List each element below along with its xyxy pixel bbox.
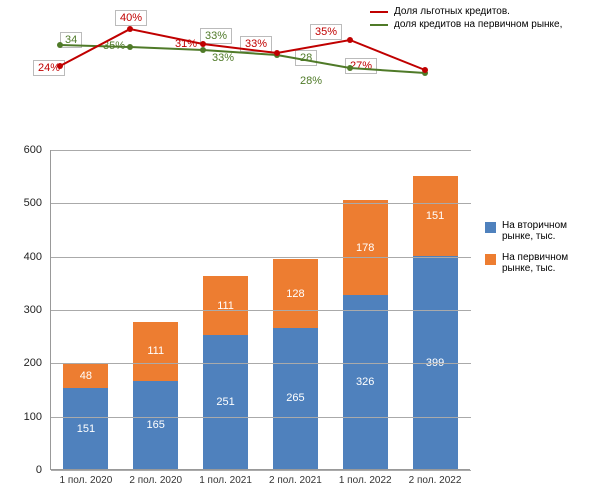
bar-segment: 326 — [343, 295, 388, 469]
bar-segment: 128 — [273, 259, 318, 327]
bar-segment: 111 — [133, 322, 178, 381]
y-tick-label: 300 — [2, 304, 42, 316]
legend-bar-label-1: На первичном рынке, тыс. — [502, 252, 595, 274]
y-tick-label: 500 — [2, 197, 42, 209]
line-value-label: 35% — [310, 24, 342, 40]
line-value-label: 33% — [212, 52, 234, 64]
bar-segment: 151 — [413, 176, 458, 257]
legend-line-label-green: доля кредитов на первичном рынке, — [394, 19, 562, 30]
gridline — [51, 310, 471, 311]
bar-group: 3991512 пол. 2022 — [413, 176, 458, 469]
gridline — [51, 150, 471, 151]
bar-segment: 178 — [343, 200, 388, 295]
y-tick-label: 400 — [2, 251, 42, 263]
gridline — [51, 417, 471, 418]
bar-segment: 151 — [63, 388, 108, 469]
x-category-label: 2 пол. 2020 — [121, 469, 191, 486]
legend-bar-swatch-0 — [485, 222, 496, 233]
legend-bar-label-0: На вторичном рынке, тыс. — [502, 220, 595, 242]
line-value-label: 33% — [200, 28, 232, 44]
x-category-label: 1 пол. 2021 — [191, 469, 261, 486]
gridline — [51, 470, 471, 471]
line-value-label: 28 — [295, 50, 317, 66]
plot-area: 151481 пол. 20201651112 пол. 20202511111… — [50, 150, 470, 470]
chart-container: 3424%40%35%31%33%33%33%35%2827%28% Доля … — [0, 0, 600, 503]
y-tick-label: 600 — [2, 144, 42, 156]
line-value-label: 40% — [115, 10, 147, 26]
bar-segment: 165 — [133, 381, 178, 469]
line-value-label: 35% — [103, 40, 125, 52]
legend-line-label-red: Доля льготных кредитов. — [394, 6, 510, 17]
bar-segment: 265 — [273, 328, 318, 469]
legend-lines: Доля льготных кредитов. доля кредитов на… — [370, 6, 590, 32]
y-tick-label: 100 — [2, 411, 42, 423]
gridline — [51, 363, 471, 364]
legend-line-swatch-green — [370, 24, 388, 26]
x-category-label: 1 пол. 2020 — [51, 469, 121, 486]
bar-segment: 48 — [63, 363, 108, 389]
x-category-label: 1 пол. 2022 — [330, 469, 400, 486]
bar-segment: 251 — [203, 335, 248, 469]
line-value-label: 33% — [240, 36, 272, 52]
bar-group: 3261781 пол. 2022 — [343, 200, 388, 469]
line-value-label: 28% — [300, 75, 322, 87]
bar-group: 1651112 пол. 2020 — [133, 322, 178, 469]
x-category-label: 2 пол. 2022 — [400, 469, 470, 486]
bar-segment: 111 — [203, 276, 248, 335]
y-tick-label: 0 — [2, 464, 42, 476]
bar-group: 2511111 пол. 2021 — [203, 276, 248, 469]
legend-bars: На вторичном рынке, тыс. На первичном ры… — [485, 220, 595, 284]
line-value-label: 27% — [345, 58, 377, 74]
legend-bar-swatch-1 — [485, 254, 496, 265]
gridline — [51, 203, 471, 204]
line-value-label: 24% — [33, 60, 65, 76]
y-tick-label: 200 — [2, 357, 42, 369]
legend-line-swatch-red — [370, 11, 388, 13]
line-value-label: 31% — [175, 38, 197, 50]
line-value-label: 34 — [60, 32, 82, 48]
x-category-label: 2 пол. 2021 — [260, 469, 330, 486]
gridline — [51, 257, 471, 258]
